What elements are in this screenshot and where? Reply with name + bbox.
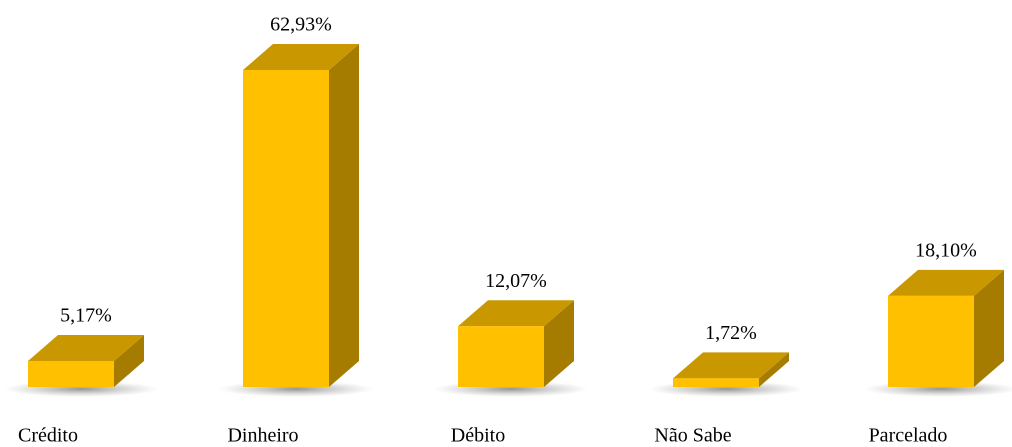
bar	[28, 360, 114, 387]
x-tick-label: Débito	[451, 425, 505, 447]
x-tick-label: Dinheiro	[227, 425, 298, 447]
value-label: 12,07%	[485, 270, 547, 292]
bar-top	[458, 300, 574, 327]
bar-top	[28, 334, 144, 361]
value-label: 18,10%	[915, 239, 977, 261]
bar-side	[329, 44, 359, 387]
bar	[458, 326, 544, 387]
bar-side	[974, 269, 1004, 387]
value-label: 5,17%	[60, 305, 112, 327]
x-tick-label: Parcelado	[869, 425, 948, 447]
x-tick-label: Não Sabe	[654, 425, 731, 447]
value-label: 1,72%	[705, 322, 757, 344]
bar-top	[673, 352, 789, 379]
bar	[673, 378, 759, 387]
bar-side	[544, 300, 574, 387]
bar	[888, 295, 974, 387]
bar-side	[759, 352, 789, 387]
value-label: 62,93%	[270, 14, 332, 36]
bar-top	[243, 44, 359, 70]
bar-top	[888, 269, 1004, 296]
bar	[243, 70, 329, 387]
x-tick-label: Crédito	[18, 425, 78, 447]
bar-side	[114, 334, 144, 387]
